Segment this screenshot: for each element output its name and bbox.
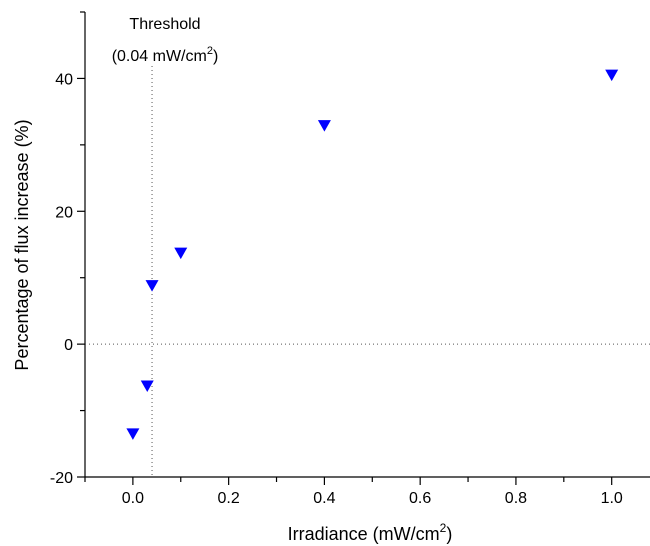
x-tick-label: 0.6: [409, 490, 431, 507]
plot-frame: [84, 12, 650, 478]
data-point: [140, 380, 154, 392]
data-point: [174, 247, 188, 260]
threshold-label-line2: (0.04 mW/cm2): [112, 45, 219, 65]
y-tick-label: 20: [55, 204, 73, 221]
data-point: [605, 69, 619, 82]
x-tick-label: 1.0: [601, 490, 623, 507]
data-point: [317, 120, 331, 132]
x-axis-ticks: 0.0 0.2 0.4 0.6 0.8 1.0: [84, 477, 623, 507]
reference-lines: [85, 66, 650, 477]
y-tick-label: 0: [64, 337, 73, 354]
y-axis-ticks: -20 0 20 40: [50, 11, 85, 487]
data-point: [126, 428, 140, 440]
data-point: [145, 280, 159, 292]
y-tick-label: 40: [55, 71, 73, 88]
data-points: [126, 69, 619, 440]
x-tick-label: 0.8: [505, 490, 527, 507]
x-tick-label: 0.0: [122, 490, 144, 507]
threshold-label-line1: Threshold: [129, 16, 200, 33]
x-axis-title: Irradiance (mW/cm2): [288, 521, 453, 544]
x-tick-label: 0.2: [218, 490, 240, 507]
y-axis-title: Percentage of flux increase (%): [12, 119, 32, 370]
x-tick-label: 0.4: [313, 490, 335, 507]
y-tick-label: -20: [50, 470, 73, 487]
